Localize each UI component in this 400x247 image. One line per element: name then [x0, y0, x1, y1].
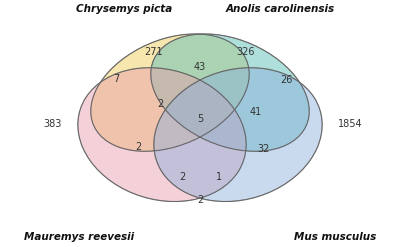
Text: 32: 32: [258, 144, 270, 154]
Text: 5: 5: [197, 114, 203, 124]
Text: 2: 2: [135, 142, 141, 152]
Text: 41: 41: [250, 107, 262, 117]
Text: 271: 271: [145, 47, 163, 57]
Text: Chrysemys picta: Chrysemys picta: [76, 4, 172, 14]
Text: 2: 2: [197, 195, 203, 205]
Text: 1854: 1854: [338, 119, 362, 128]
Text: Mauremys reevesii: Mauremys reevesii: [24, 232, 134, 242]
Text: 2: 2: [179, 172, 185, 182]
Text: 26: 26: [280, 75, 292, 85]
Ellipse shape: [154, 68, 322, 202]
Text: 2: 2: [157, 99, 163, 109]
Text: 1: 1: [216, 172, 222, 182]
Ellipse shape: [151, 34, 309, 151]
Text: 7: 7: [113, 74, 119, 84]
Text: 43: 43: [194, 62, 206, 72]
Text: 326: 326: [237, 47, 255, 57]
Text: Mus musculus: Mus musculus: [294, 232, 376, 242]
Text: Anolis carolinensis: Anolis carolinensis: [226, 4, 334, 14]
Text: 383: 383: [43, 119, 61, 128]
Ellipse shape: [91, 34, 249, 151]
Ellipse shape: [78, 68, 246, 202]
